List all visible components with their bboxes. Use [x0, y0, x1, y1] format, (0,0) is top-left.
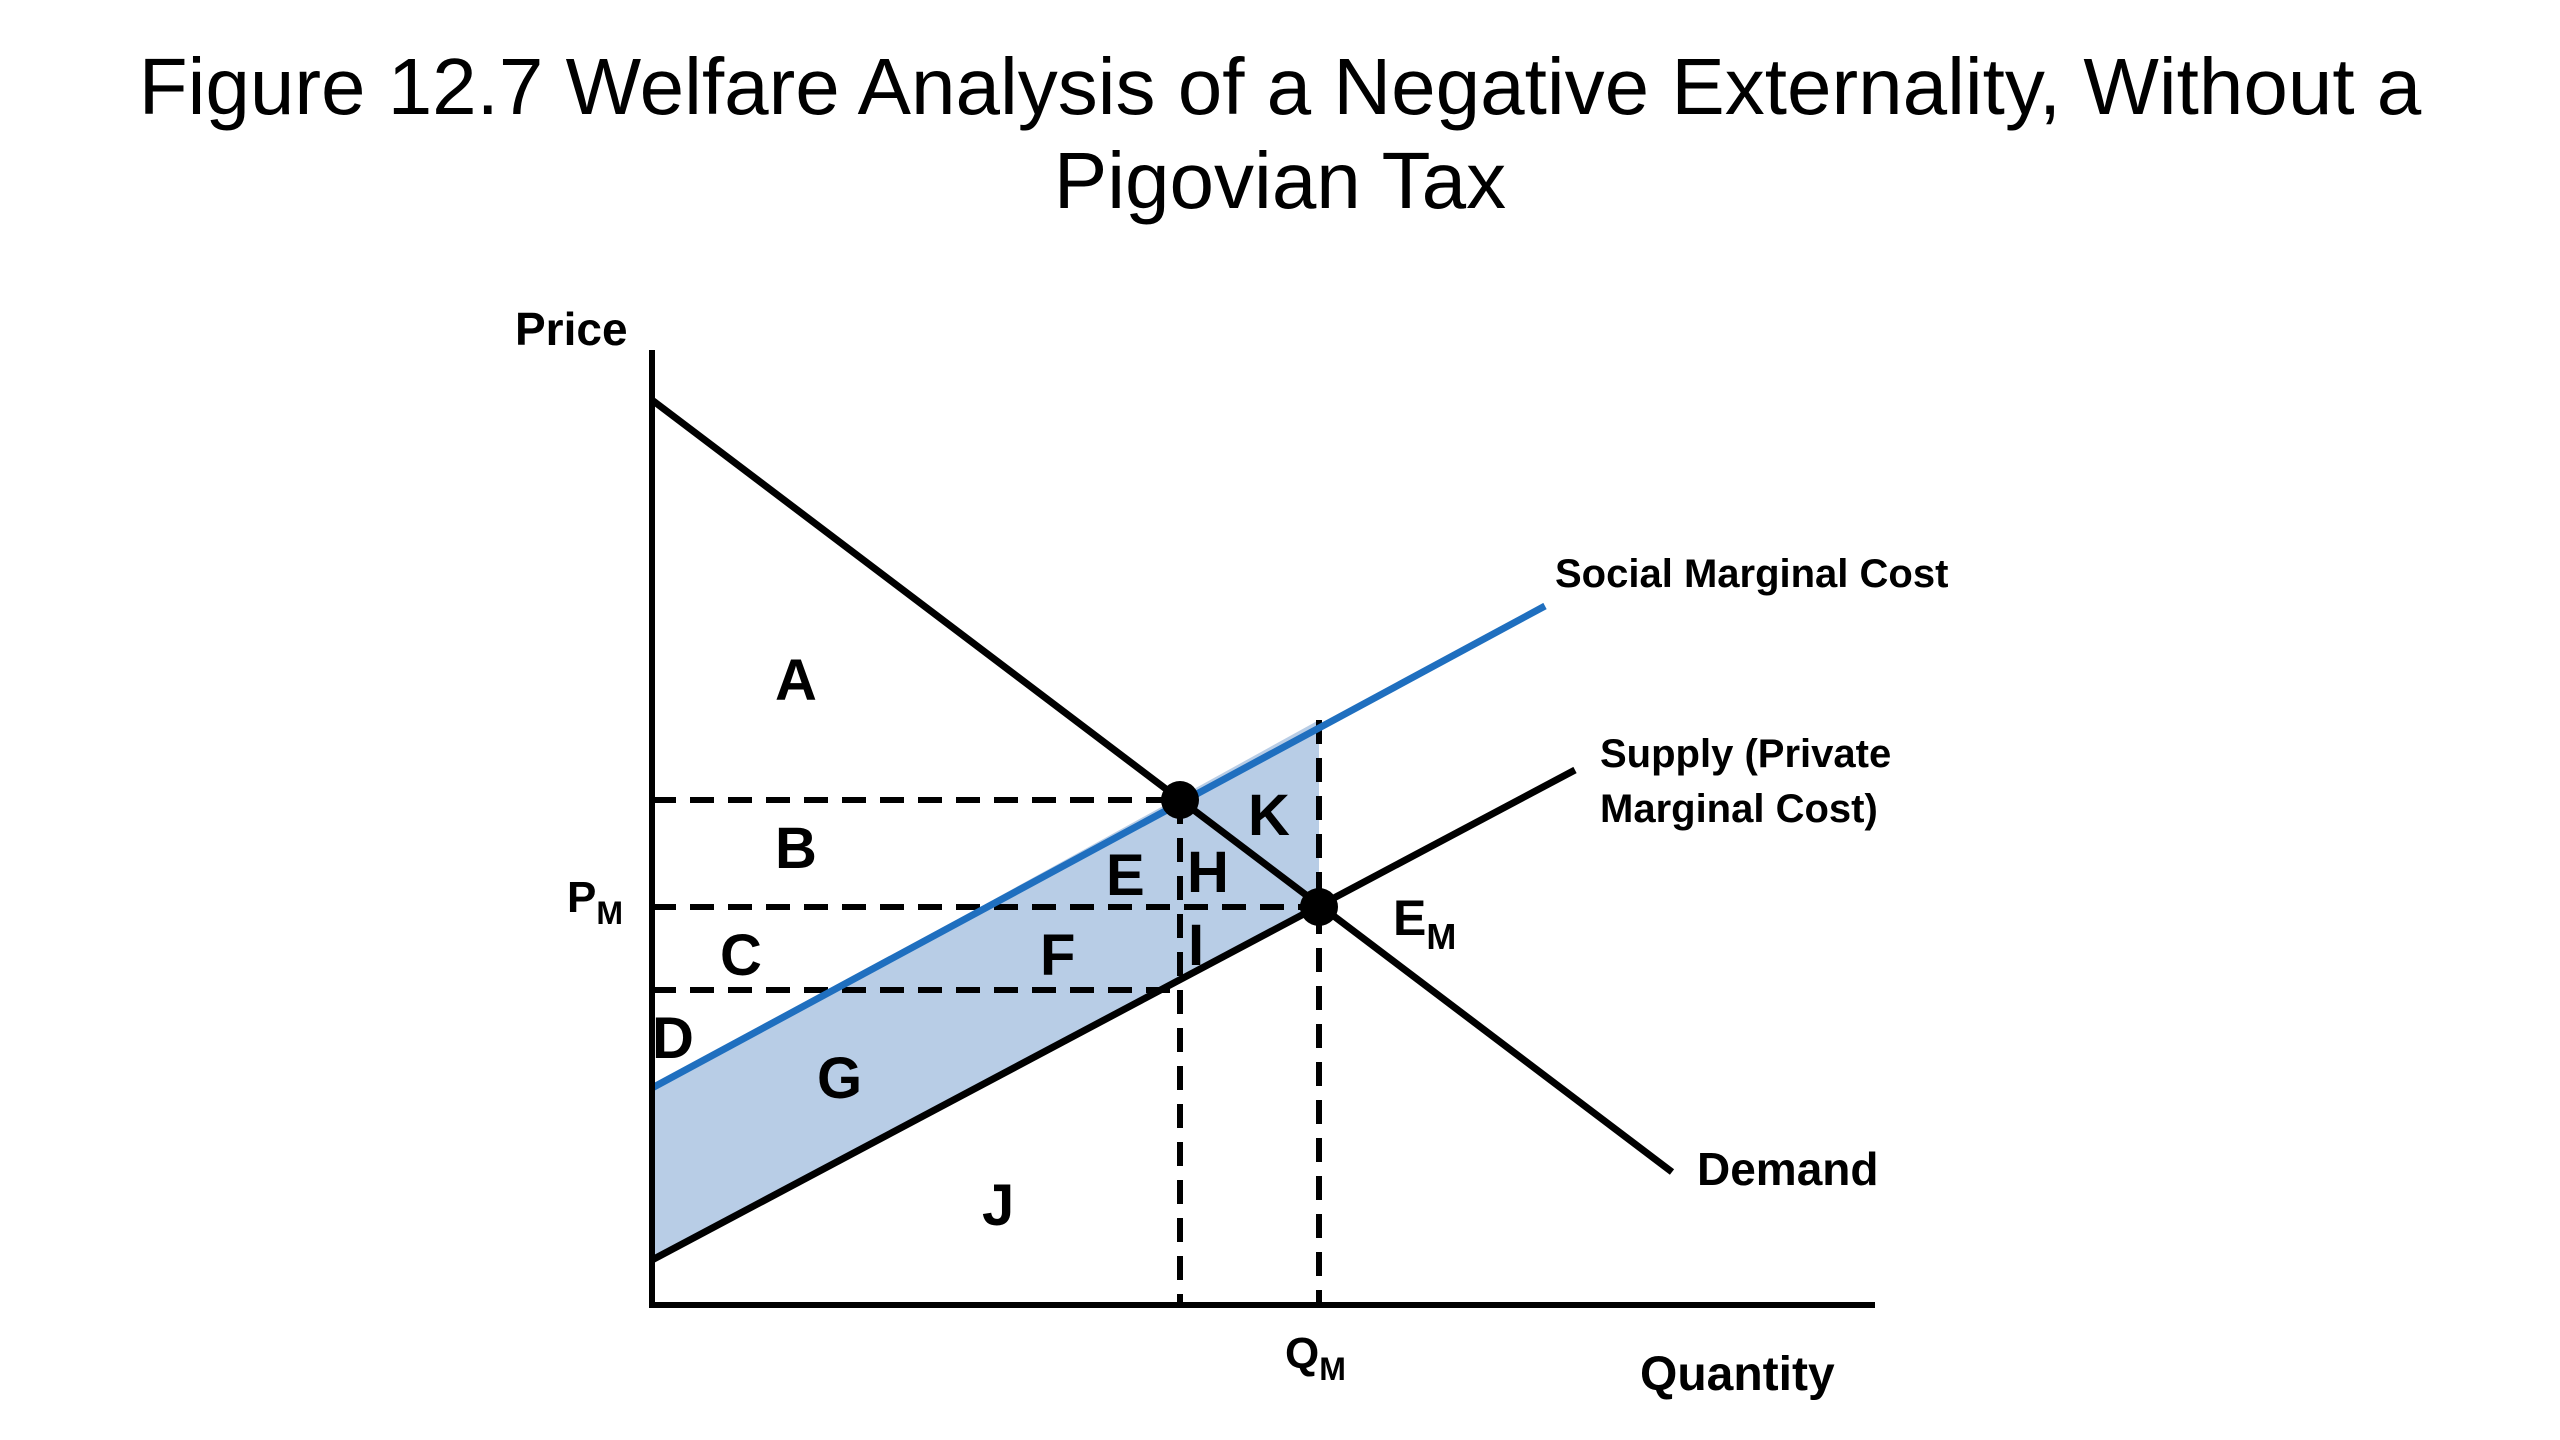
area-labels: A B C D E F G H I J K — [652, 648, 1290, 1238]
y-axis-label: Price — [515, 303, 628, 355]
supply-label-line-2: Marginal Cost) — [1600, 787, 1878, 831]
area-label-e: E — [1106, 843, 1145, 908]
em-letter: E — [1393, 890, 1426, 946]
area-label-g: G — [817, 1046, 862, 1111]
area-label-i: I — [1188, 913, 1204, 978]
figure-title: Figure 12.7 Welfare Analysis of a Negati… — [0, 40, 2560, 228]
area-label-b: B — [775, 816, 817, 881]
area-label-h: H — [1187, 840, 1229, 905]
area-label-j: J — [982, 1173, 1014, 1238]
smc-label: Social Marginal Cost — [1555, 552, 1948, 596]
area-label-c: C — [720, 923, 762, 988]
external-cost-shaded-area — [652, 720, 1319, 1260]
em-subscript: M — [1426, 916, 1456, 957]
demand-curve — [649, 397, 1675, 1175]
pm-letter: P — [567, 873, 596, 922]
qm-label: QM — [1285, 1329, 1346, 1387]
demand-label: Demand — [1697, 1143, 1878, 1195]
market-equilibrium-point — [1300, 888, 1338, 926]
qm-letter: Q — [1285, 1329, 1319, 1378]
qm-subscript: M — [1319, 1351, 1346, 1387]
social-optimum-point — [1161, 781, 1199, 819]
supply-curve — [650, 766, 1577, 1264]
social-marginal-cost-curve — [650, 602, 1547, 1092]
area-label-d: D — [652, 1006, 694, 1071]
em-label: EM — [1393, 890, 1456, 957]
pm-label: PM — [567, 873, 623, 931]
area-label-f: F — [1040, 923, 1075, 988]
supply-label-line-1: Supply (Private — [1600, 732, 1891, 776]
dashed-guides — [652, 720, 1322, 1305]
x-axis-label: Quantity — [1640, 1348, 1835, 1401]
figure-title-line-2: Pigovian Tax — [1053, 136, 1507, 225]
figure-title-line-1: Figure 12.7 Welfare Analysis of a Negati… — [138, 42, 2422, 131]
pm-subscript: M — [596, 895, 623, 931]
area-label-k: K — [1248, 783, 1290, 848]
area-label-a: A — [775, 648, 817, 713]
